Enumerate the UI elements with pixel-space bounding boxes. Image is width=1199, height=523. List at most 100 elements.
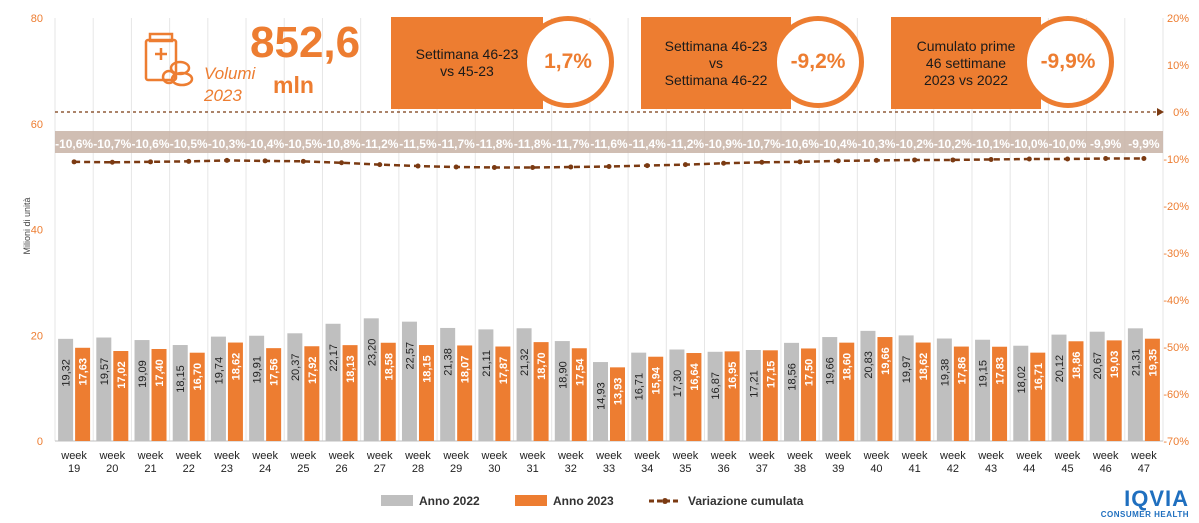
bar-label-2023: 16,71: [1033, 363, 1045, 391]
bar-label-2022: 18,02: [1016, 366, 1028, 394]
variazione-label: -10,4%: [246, 137, 284, 151]
variazione-label: -9,9%: [1128, 137, 1160, 151]
variazione-point: [759, 159, 765, 165]
bar-anno-2023: [686, 353, 702, 441]
legend-marker-variazione: [662, 498, 668, 504]
variazione-label: -11,6%: [590, 137, 628, 151]
variazione-point: [377, 162, 383, 168]
bar-label-2022: 22,57: [404, 342, 416, 370]
logo-wordmark: IQVIA: [1124, 486, 1189, 511]
kpi-box-cumulative: Cumulato prime 46 settimane 2023 vs 2022: [891, 17, 1041, 109]
bar-anno-2022: [287, 333, 303, 441]
bar-label-2023: 17,15: [765, 361, 777, 389]
legend: Anno 2022 Anno 2023 Variazione cumulata: [381, 494, 804, 508]
x-tick-label-number: 20: [106, 463, 118, 475]
variazione-point: [606, 164, 612, 170]
bar-anno-2023: [418, 345, 434, 441]
x-tick-label-number: 24: [259, 463, 271, 475]
y2-tick-label: -60%: [1163, 389, 1189, 401]
y-tick-label: 0: [37, 436, 43, 448]
x-tick-label-week: week: [786, 450, 813, 462]
legend-label-2023: Anno 2023: [553, 494, 614, 508]
bar-label-2022: 20,67: [1092, 352, 1104, 380]
variazione-label: -10,3%: [208, 137, 246, 151]
bar-label-2023: 17,02: [116, 361, 128, 389]
bar-anno-2022: [172, 345, 188, 441]
x-tick-label-number: 39: [832, 463, 844, 475]
x-tick-label-week: week: [901, 450, 928, 462]
x-tick-label-week: week: [1092, 450, 1119, 462]
y2-tick-label: -40%: [1163, 295, 1189, 307]
bar-label-2023: 17,54: [574, 358, 586, 386]
bar-label-2023: 18,62: [230, 353, 242, 381]
x-tick-label-number: 47: [1138, 463, 1150, 475]
bar-anno-2023: [877, 337, 893, 441]
x-tick-label-number: 38: [794, 463, 806, 475]
bar-anno-2022: [1127, 328, 1143, 441]
variazione-point: [339, 160, 345, 166]
bar-label-2022: 19,57: [99, 358, 111, 386]
x-tick-label-number: 34: [641, 463, 653, 475]
bar-anno-2023: [227, 342, 243, 441]
variazione-label: -11,7%: [437, 137, 475, 151]
x-tick-label-number: 29: [450, 463, 462, 475]
bar-label-2022: 20,37: [290, 354, 302, 382]
variazione-label: -10,1%: [972, 137, 1010, 151]
bar-label-2022: 19,38: [939, 359, 951, 387]
variazione-label: -10,0%: [1010, 137, 1048, 151]
x-tick-label-number: 44: [1023, 463, 1035, 475]
bar-anno-2023: [1030, 352, 1046, 441]
y-tick-label: 80: [31, 13, 43, 25]
variazione-label: -10,2%: [934, 137, 972, 151]
x-tick-label-number: 43: [985, 463, 997, 475]
bar-anno-2022: [593, 362, 608, 441]
y2-tick-label: 10%: [1167, 60, 1189, 72]
bar-anno-2023: [801, 348, 817, 441]
volumi-year: 2023: [204, 86, 242, 105]
bar-anno-2022: [440, 327, 456, 441]
y2-tick-label: 20%: [1167, 13, 1189, 25]
bar-label-2022: 21,31: [1130, 349, 1142, 377]
x-tick-label-number: 19: [68, 463, 80, 475]
bar-anno-2022: [784, 342, 800, 441]
bar-anno-2023: [266, 348, 282, 441]
bar-label-2022: 20,12: [1054, 355, 1066, 383]
x-tick-label-week: week: [1130, 450, 1157, 462]
bar-label-2023: 18,58: [383, 353, 395, 381]
bar-label-2023: 16,95: [727, 362, 739, 390]
kpi-label: Settimana 46-23 vs 45-23: [415, 46, 519, 79]
bar-label-2022: 16,87: [710, 372, 722, 400]
x-tick-label-week: week: [481, 450, 508, 462]
bar-label-2022: 23,20: [366, 339, 378, 367]
bar-label-2022: 22,17: [328, 344, 340, 372]
y-tick-label: 60: [31, 119, 43, 131]
bar-label-2022: 19,15: [978, 360, 990, 388]
variazione-point: [148, 159, 154, 165]
kpi-box-weekly: Settimana 46-23 vs 45-23: [391, 17, 543, 109]
bar-label-2022: 18,90: [557, 361, 569, 389]
x-tick-label-week: week: [557, 450, 584, 462]
bar-series: 19,32 17,63 19,57 17,02 19,09 17,40 18,15 16,70…: [58, 318, 1160, 441]
bar-label-2023: 19,03: [1109, 351, 1121, 379]
variazione-point: [530, 164, 536, 170]
volumi-unit: mln: [273, 72, 314, 98]
y-tick-label: 20: [31, 330, 43, 342]
bar-label-2023: 16,64: [689, 362, 701, 390]
variazione-point: [721, 160, 727, 166]
x-tick-label-number: 22: [183, 463, 195, 475]
bar-label-2023: 13,93: [613, 378, 625, 406]
bar-anno-2022: [975, 339, 991, 441]
x-tick-label-week: week: [251, 450, 278, 462]
bar-anno-2023: [304, 346, 320, 441]
variazione-point: [682, 162, 688, 168]
x-tick-label-week: week: [748, 450, 775, 462]
bar-label-2023: 18,60: [842, 353, 854, 381]
x-tick-label-number: 35: [679, 463, 691, 475]
bar-anno-2023: [189, 352, 205, 441]
variazione-label: -10,6%: [132, 137, 170, 151]
bar-anno-2023: [380, 342, 396, 441]
bar-anno-2023: [457, 345, 473, 441]
variazione-point: [568, 164, 574, 170]
bar-anno-2022: [210, 336, 226, 441]
y2-tick-label: -70%: [1163, 436, 1189, 448]
